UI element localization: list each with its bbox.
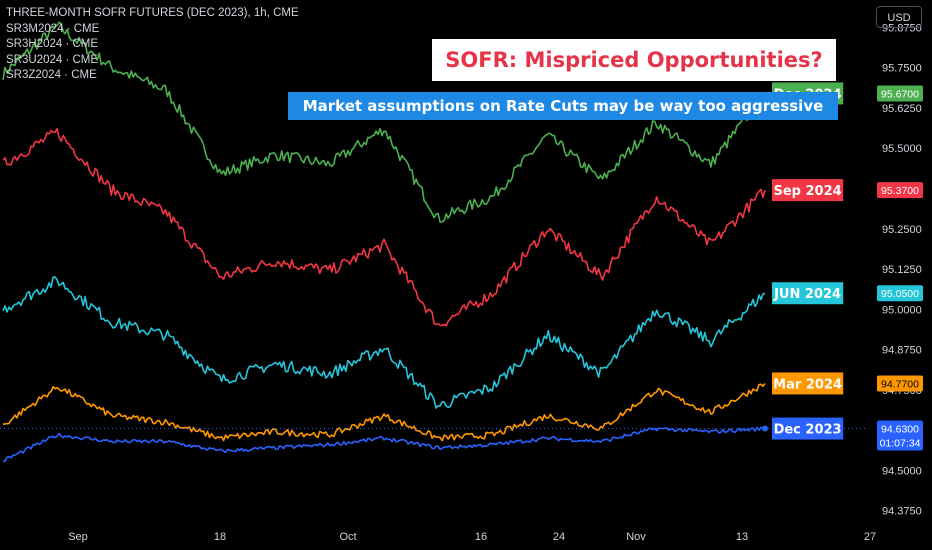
legend-symbol-sr3m2024[interactable]: SR3M2024 · CME (6, 22, 100, 35)
x-tick-label: 24 (553, 531, 565, 543)
svg-text:Mar 2024: Mar 2024 (773, 377, 842, 392)
x-tick-label: 16 (475, 531, 487, 543)
legend-symbol-sr3z2024[interactable]: SR3Z2024 · CME (6, 69, 97, 81)
series-label-dec-2023: Dec 2023 (772, 417, 844, 440)
currency-button[interactable]: USD (876, 6, 922, 28)
price-tag-jun-2024: 95.0500 (877, 285, 923, 302)
svg-text:94.7700: 94.7700 (881, 378, 919, 390)
y-tick-label: 95.2500 (882, 224, 922, 236)
annotation-subtitle: Market assumptions on Rate Cuts may be w… (288, 92, 838, 120)
series-label-sep-2024: Sep 2024 (772, 179, 844, 202)
x-tick-label: 18 (214, 531, 226, 543)
last-price-tags: 95.6700 95.3700 95.0500 94.7700 94.6300 01:07… (877, 85, 923, 451)
annotation-title: SOFR: Mispriced Opportunities? (432, 39, 836, 81)
svg-text:94.6300: 94.6300 (881, 424, 919, 436)
chart-legend: THREE-MONTH SOFR FUTURES (DEC 2023), 1h,… (6, 6, 299, 84)
price-tag-mar-2024: 94.7700 (877, 375, 923, 392)
series-label-mar-2024: Mar 2024 (772, 372, 844, 395)
y-tick-label: 95.8750 (882, 22, 922, 34)
series-line-sep-2024 (2, 128, 766, 327)
series-label-jun-2024: JUN 2024 (772, 282, 844, 305)
legend-symbol-sr3u2024[interactable]: SR3U2024 · CME (6, 53, 99, 66)
series-line-jun-2024 (2, 276, 766, 409)
y-tick-label: 95.7500 (882, 63, 922, 75)
y-tick-label: 94.3750 (882, 506, 922, 518)
y-tick-label: 95.0000 (882, 304, 922, 316)
svg-text:Sep 2024: Sep 2024 (773, 184, 841, 199)
series-line-mar-2024 (2, 382, 766, 442)
price-tag-dec-2023: 94.6300 01:07:34 (877, 420, 923, 451)
x-tick-label: 27 (864, 531, 876, 543)
legend-main-symbol[interactable]: THREE-MONTH SOFR FUTURES (DEC 2023), 1h,… (6, 7, 299, 19)
svg-text:95.6700: 95.6700 (881, 88, 919, 100)
price-tag-sep-2024: 95.3700 (877, 182, 923, 199)
x-tick-label: 13 (736, 531, 748, 543)
series-line-dec-2024 (2, 21, 766, 223)
svg-text:95.3700: 95.3700 (881, 185, 919, 197)
y-tick-label: 95.5000 (882, 143, 922, 155)
svg-text:JUN 2024: JUN 2024 (773, 287, 841, 302)
bar-countdown: 01:07:34 (880, 438, 921, 450)
svg-text:Dec 2023: Dec 2023 (774, 423, 842, 438)
y-tick-label: 94.8750 (882, 345, 922, 357)
price-tag-dec-2024: 95.6700 (877, 85, 923, 102)
series-line-dec-2023 (2, 426, 765, 463)
y-tick-label: 95.1250 (882, 264, 922, 276)
time-axis[interactable]: Sep 18 Oct 16 24 Nov 13 27 (68, 531, 876, 543)
y-tick-label: 94.5000 (882, 465, 922, 477)
x-tick-label: Oct (339, 531, 356, 543)
legend-symbol-sr3h2024[interactable]: SR3H2024 · CME (6, 38, 99, 50)
y-tick-label: 95.6250 (882, 103, 922, 115)
x-tick-label: Nov (626, 531, 646, 543)
series-lines (2, 21, 768, 463)
svg-text:95.0500: 95.0500 (881, 288, 919, 300)
x-tick-label: Sep (68, 531, 88, 543)
